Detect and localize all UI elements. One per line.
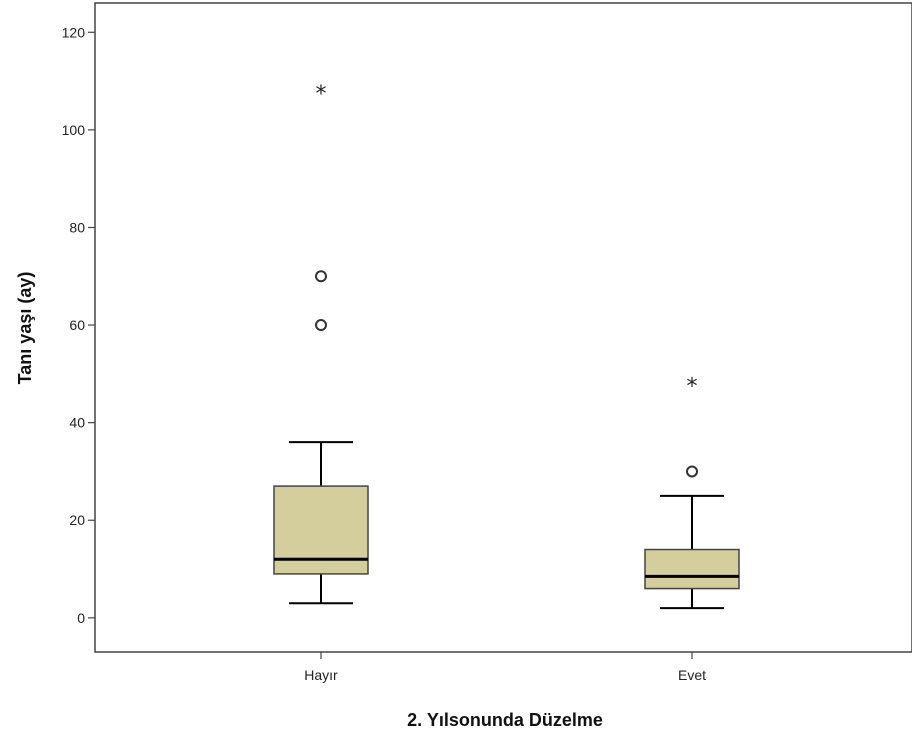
box-group: * [273, 82, 369, 605]
y-axis-title: Tanı yaşı (ay) [15, 272, 35, 385]
y-tick-label: 120 [62, 24, 86, 40]
x-tick-label: Hayır [304, 667, 338, 683]
x-tick-label: Evet [678, 667, 706, 683]
iqr-box [644, 548, 740, 590]
y-tick-label: 100 [62, 122, 86, 138]
box-group: * [644, 375, 740, 610]
y-tick-label: 0 [77, 610, 85, 626]
extreme-point: * [687, 375, 698, 400]
box-series: ** [273, 82, 740, 610]
x-axis: Hayır Evet [304, 652, 706, 683]
plot-area [94, 2, 912, 653]
y-axis: 0 20 40 60 80 100 120 [62, 24, 95, 626]
extreme-point: * [316, 82, 327, 107]
x-axis-title: 2. Yılsonunda Düzelme [407, 710, 603, 730]
outlier-point [315, 319, 327, 332]
y-tick-label: 20 [69, 512, 85, 528]
y-tick-label: 80 [69, 219, 85, 235]
y-tick-label: 40 [69, 415, 85, 431]
outlier-point [315, 270, 327, 283]
y-tick-label: 60 [69, 317, 85, 333]
outlier-point [686, 465, 698, 478]
